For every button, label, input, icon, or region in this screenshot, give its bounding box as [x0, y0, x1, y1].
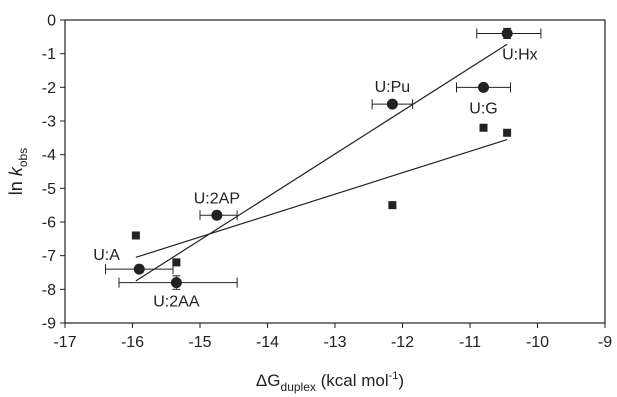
x-axis-label-sub: duplex: [281, 380, 316, 394]
x-tick-label: -11: [459, 334, 481, 351]
y-tick-label: 0: [47, 13, 56, 30]
square-marker: [132, 231, 140, 239]
y-tick-label: -4: [42, 147, 56, 164]
x-tick-label: -13: [323, 334, 346, 351]
plot-area: [65, 20, 605, 323]
circle-marker: [211, 210, 222, 221]
point-label: U:2AA: [153, 294, 200, 311]
fit-line: [136, 140, 507, 258]
point-label: U:Hx: [502, 46, 538, 63]
x-tick-label: -10: [526, 334, 549, 351]
x-tick-label: -16: [121, 334, 144, 351]
square-marker: [480, 124, 488, 132]
point-labels: U:A U:2AA U:2AP U:Pu U:G U:Hx: [93, 46, 537, 310]
circle-marker: [171, 277, 182, 288]
y-tick-label: -2: [42, 80, 56, 97]
x-axis-label-end: ): [398, 371, 404, 390]
circle-marker: [134, 264, 145, 275]
x-tick-label: -12: [391, 334, 414, 351]
y-tick-label: -6: [42, 215, 56, 232]
y-tick-label: -3: [42, 114, 56, 131]
x-tick-label: -9: [598, 334, 612, 351]
data-markers: [106, 28, 541, 289]
y-axis-label-main: ln: [6, 176, 26, 195]
y-tick-label: -7: [42, 248, 56, 265]
point-label: U:A: [93, 247, 120, 264]
point-label: U:Pu: [375, 79, 411, 96]
y-tick-label: -9: [42, 316, 56, 333]
circle-marker: [387, 99, 398, 110]
y-axis-label: ln kobs: [6, 148, 30, 195]
y-tick-label: -5: [42, 181, 56, 198]
fit-line: [136, 44, 507, 281]
square-marker: [503, 129, 511, 137]
y-axis: 0 -1 -2 -3 -4 -5 -6 -7 -8 -9: [42, 13, 65, 333]
x-axis-label-sup: -1: [389, 370, 399, 382]
x-tick-label: -15: [188, 334, 211, 351]
x-axis-label-main: ΔG: [256, 371, 281, 390]
square-marker: [172, 258, 180, 266]
x-tick-label: -17: [53, 334, 76, 351]
x-tick-label: -14: [256, 334, 279, 351]
x-axis-label-rest: (kcal mol: [316, 371, 389, 390]
circle-marker: [502, 28, 513, 39]
y-tick-label: -1: [42, 46, 56, 63]
y-axis-label-sub: obs: [16, 148, 30, 167]
fit-lines: [136, 44, 507, 281]
plot-border: [65, 20, 605, 323]
x-axis-label: ΔGduplex (kcal mol-1): [256, 370, 404, 394]
y-tick-label: -8: [42, 282, 56, 299]
point-label: U:2AP: [194, 190, 240, 207]
square-marker: [388, 201, 396, 209]
x-axis: -17 -16 -15 -14 -13 -12 -11 -10 -9: [53, 323, 612, 351]
circle-marker: [478, 82, 489, 93]
point-label: U:G: [469, 100, 497, 117]
